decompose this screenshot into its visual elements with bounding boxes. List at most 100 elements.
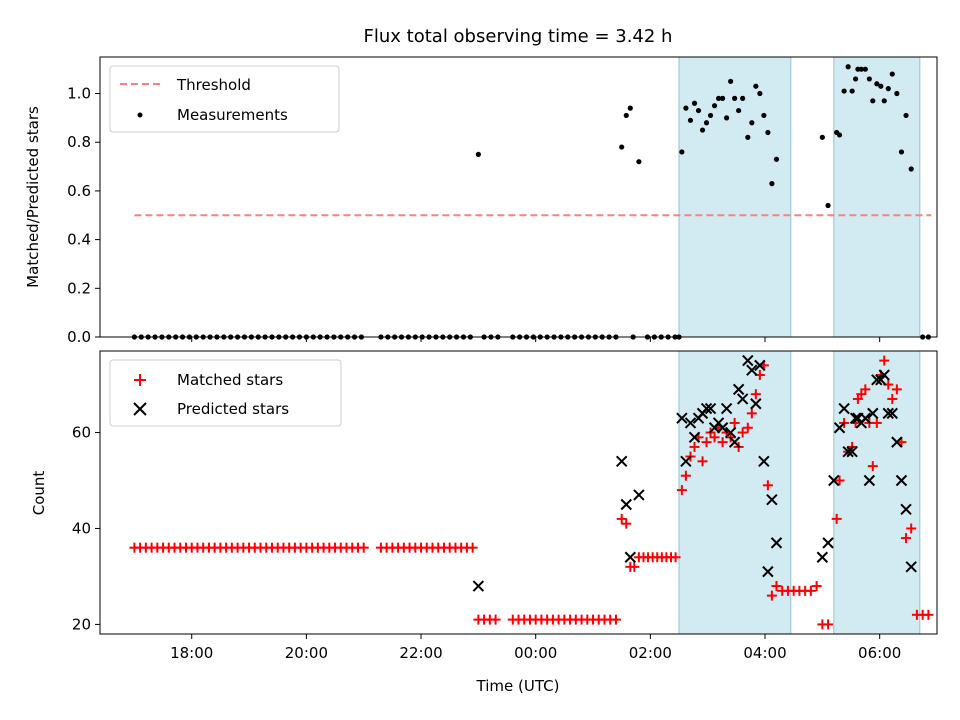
predicted-stars-point [742, 354, 754, 367]
predicted-stars-point [882, 407, 894, 420]
matched-stars-point [823, 619, 834, 630]
matched-stars-point [906, 523, 917, 534]
matched-stars-point [750, 389, 761, 400]
predicted-stars-point [680, 455, 692, 468]
predicted-stars-point [833, 422, 846, 434]
matched-stars-point [610, 614, 621, 625]
panel-ratio: 0.0 0.2 0.4 0.6 0.8 1.0 Matched/Predicted sta… [24, 56, 938, 346]
measurements-point [858, 66, 864, 72]
y-tick-label: 0.0 [67, 328, 91, 346]
measurements-point [841, 88, 847, 94]
matched-stars-point [616, 513, 627, 524]
measurements-point [683, 105, 689, 111]
measurements-point [773, 156, 780, 162]
matched-stars-point [358, 542, 369, 553]
predicted-stars-point [736, 393, 749, 405]
measurements-point [475, 151, 481, 157]
shaded-interval-0 [678, 56, 792, 338]
measurements-point [761, 112, 767, 119]
measurements-point [724, 115, 730, 121]
predicted-stars-point [816, 551, 829, 563]
predicted-stars-point [620, 498, 632, 511]
measurements-point [849, 88, 855, 94]
matched-stars-point [737, 427, 748, 438]
legend-top: Threshold Measurements [109, 65, 340, 133]
predicted-stars-point [688, 431, 701, 444]
x-tick-label: 02:00 [629, 644, 672, 662]
measurements-point [908, 166, 914, 172]
measurements-point [885, 86, 891, 92]
matched-stars-point [923, 609, 934, 620]
y-tick-label: 1.0 [67, 85, 91, 103]
measurements-point [691, 100, 698, 106]
measurements-point [894, 90, 900, 97]
predicted-stars-point [704, 402, 717, 415]
x-tick-label: 04:00 [743, 644, 786, 662]
measurements-point [728, 78, 734, 84]
measurements-point [699, 127, 706, 133]
measurements-point [749, 120, 755, 126]
matched-stars-point [834, 475, 845, 486]
matched-stars-point [689, 441, 700, 452]
y-tick-label: 40 [72, 519, 91, 537]
matched-stars-point [762, 480, 773, 491]
measurements-point [711, 103, 718, 109]
measurements-point [836, 132, 843, 138]
matched-stars-point [467, 542, 478, 553]
predicted-stars-point [822, 537, 834, 549]
x-tick-label: 06:00 [858, 644, 901, 662]
x-tick-label: 20:00 [285, 644, 328, 662]
predicted-stars-point [684, 417, 697, 429]
matched-stars-point [629, 561, 640, 572]
matched-stars-point [766, 590, 777, 601]
matched-stars-point [771, 581, 782, 592]
matched-stars-point [709, 432, 720, 443]
matched-stars-point [805, 585, 816, 596]
predicted-stars-point [615, 455, 628, 468]
measurements-point [866, 76, 872, 82]
measurements-point [878, 83, 884, 89]
matched-stars-point [742, 422, 753, 433]
predicted-stars-point [863, 474, 876, 487]
measurements-point [903, 112, 909, 119]
predicted-stars-point [750, 398, 762, 410]
measurements-point [769, 181, 775, 187]
predicted-stars-point [891, 436, 903, 448]
measurements-point [745, 134, 751, 140]
matched-stars-point [871, 417, 882, 428]
measurements-point [825, 202, 831, 209]
x-tick-label: 22:00 [399, 644, 442, 662]
measurements-point [715, 95, 722, 101]
matched-stars-point [879, 355, 890, 366]
matched-stars-point [811, 581, 822, 592]
predicted-stars-point [724, 426, 737, 439]
predicted-stars-point [720, 402, 733, 415]
predicted-stars-point [859, 412, 872, 424]
measurements-point [889, 71, 895, 77]
predicted-stars-point [732, 383, 745, 396]
y-axis-label-top: Matched/Predicted stars [24, 106, 42, 288]
matched-stars-point [867, 461, 878, 472]
legend-predicted-marker [133, 402, 147, 416]
predicted-stars-point [838, 402, 850, 415]
legend-matched-label: Matched stars [177, 371, 283, 389]
predicted-stars-point [624, 551, 636, 563]
predicted-stars-point [828, 474, 840, 487]
predicted-stars-point [758, 455, 770, 468]
measurements-point [753, 83, 759, 89]
predicted-stars-point [700, 402, 713, 415]
y-tick-label: 60 [72, 424, 91, 442]
legend-measurements-marker [137, 112, 143, 118]
predicted-stars-point [728, 436, 741, 448]
predicted-stars-point [905, 561, 917, 573]
matched-stars-point [670, 552, 681, 563]
predicted-stars-point [871, 374, 883, 386]
matched-stars-point [697, 456, 708, 467]
measurements-point [707, 112, 714, 119]
measurements-point [898, 149, 905, 155]
matched-stars-point [887, 393, 898, 404]
chart-title: Flux total observing time = 3.42 h [364, 26, 673, 47]
predicted-stars-point [770, 537, 783, 549]
measurements-point [862, 66, 868, 72]
